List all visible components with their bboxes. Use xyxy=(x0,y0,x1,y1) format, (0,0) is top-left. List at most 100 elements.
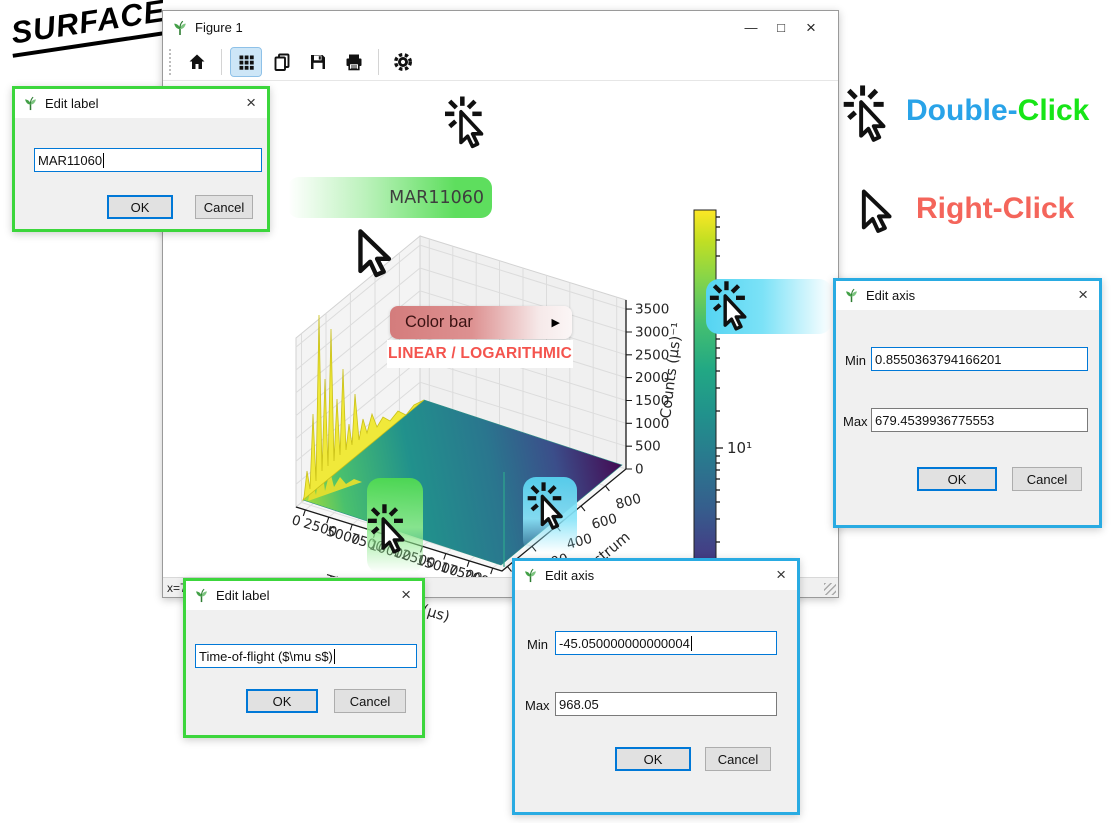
home-icon xyxy=(189,54,205,69)
z-tick-labels: 0 500 1000 1500 2000 2500 3000 3500 xyxy=(635,302,669,478)
edit-axis-spectrum-dialog[interactable]: Edit axis × Min -45.050000000000004 Max … xyxy=(512,558,800,815)
subplots-grid-button[interactable] xyxy=(230,47,262,77)
resize-grip[interactable] xyxy=(824,583,836,595)
max-input-value: 968.05 xyxy=(559,696,599,712)
dialog-title: Edit label xyxy=(45,96,99,111)
xlabel-highlight xyxy=(367,478,423,573)
save-icon xyxy=(311,55,325,69)
context-menu-colorbar[interactable]: Color bar ▶ xyxy=(390,306,572,339)
colorbar[interactable]: 10² 10¹ 10⁰ xyxy=(692,208,784,600)
edit-label-xaxis-dialog[interactable]: Edit label × Time-of-flight ($\mu s$) OK… xyxy=(183,578,425,738)
customize-button[interactable] xyxy=(388,48,418,76)
double-click-legend-label: Double-Click xyxy=(906,94,1089,128)
toolbar-separator xyxy=(378,49,379,75)
colorbar-ticks xyxy=(716,216,723,586)
save-button[interactable] xyxy=(303,48,333,76)
colorbar-tick-labels: 10² 10¹ 10⁰ xyxy=(727,308,752,588)
min-input-value: 0.8550363794166201 xyxy=(875,351,1002,367)
cancel-button[interactable]: Cancel xyxy=(334,689,406,713)
cancel-button[interactable]: Cancel xyxy=(1012,467,1082,491)
double-click-cursor-colorbar xyxy=(706,280,752,336)
text-caret xyxy=(103,152,105,168)
context-menu-hint-label: LINEAR / LOGARITHMIC xyxy=(388,345,572,362)
label-input-value: Time-of-flight ($\mu s$) xyxy=(199,648,333,664)
max-label: Max xyxy=(843,414,868,429)
dialog-titlebar[interactable]: Edit axis × xyxy=(515,561,797,590)
z-tick-label: 0 xyxy=(635,462,644,478)
right-click-legend-label: Right-Click xyxy=(916,192,1075,225)
min-label: Min xyxy=(527,637,548,652)
text-caret xyxy=(333,648,335,664)
cancel-button[interactable]: Cancel xyxy=(195,195,253,219)
dialog-titlebar[interactable]: Edit label × xyxy=(15,89,267,118)
x-tick-label: 0 xyxy=(290,512,303,530)
figure-toolbar xyxy=(163,44,838,81)
close-icon[interactable]: × xyxy=(1078,285,1088,304)
grid-icon xyxy=(239,55,254,70)
max-input-value: 679.4539936775553 xyxy=(875,412,995,428)
print-button[interactable] xyxy=(339,48,369,76)
context-menu-label: Color bar xyxy=(405,313,473,331)
plot-title[interactable]: MAR11060 xyxy=(389,187,484,208)
home-button[interactable] xyxy=(182,48,212,76)
y-tick-label: 600 xyxy=(590,511,619,533)
min-input[interactable]: -45.050000000000004 xyxy=(555,631,777,655)
figure-titlebar[interactable]: Figure 1 — □ × xyxy=(163,11,838,44)
max-label: Max xyxy=(525,698,550,713)
submenu-arrow-icon: ▶ xyxy=(551,317,560,329)
dialog-title: Edit label xyxy=(216,588,270,603)
minimize-button[interactable]: — xyxy=(744,20,758,35)
edit-label-title-dialog[interactable]: Edit label × MAR11060 OK Cancel xyxy=(12,86,270,232)
right-click-cursor-menu xyxy=(354,228,396,280)
y-tick-label: 800 xyxy=(614,491,643,513)
z-tick-label: 500 xyxy=(635,439,661,455)
text-caret xyxy=(690,635,692,651)
label-input[interactable]: MAR11060 xyxy=(34,148,262,172)
colorbar-gradient[interactable] xyxy=(693,209,717,591)
z-tick-label: 2000 xyxy=(635,370,669,386)
double-click-cursor-title xyxy=(441,95,489,154)
toolbar-separator xyxy=(221,49,222,75)
slide-heading: SURFACE xyxy=(6,0,173,58)
cancel-button[interactable]: Cancel xyxy=(705,747,771,771)
context-menu-hint: LINEAR / LOGARITHMIC xyxy=(387,340,573,368)
dialog-titlebar[interactable]: Edit label × xyxy=(186,581,422,610)
dialog-titlebar[interactable]: Edit axis × xyxy=(836,281,1099,310)
ok-button[interactable]: OK xyxy=(107,195,173,219)
close-icon[interactable]: × xyxy=(246,93,256,112)
matplotlib-icon xyxy=(194,588,209,603)
double-click-cursor-spectrum xyxy=(524,481,568,535)
ok-button[interactable]: OK xyxy=(615,747,691,771)
dialog-title: Edit axis xyxy=(866,288,916,303)
ok-button[interactable]: OK xyxy=(917,467,997,491)
print-icon xyxy=(346,54,362,71)
figure-title: Figure 1 xyxy=(195,20,243,35)
gear-icon xyxy=(393,52,413,72)
double-click-cursor-xlabel xyxy=(364,503,410,559)
label-input[interactable]: Time-of-flight ($\mu s$) xyxy=(195,644,417,668)
right-click-legend-icon xyxy=(858,188,896,236)
edit-axis-colorbar-dialog[interactable]: Edit axis × Min 0.8550363794166201 Max 6… xyxy=(833,278,1102,528)
copy-button[interactable] xyxy=(267,48,297,76)
cursor-coordinates: x=7 xyxy=(167,580,187,595)
dialog-title: Edit axis xyxy=(545,568,595,583)
close-icon[interactable]: × xyxy=(776,565,786,584)
maximize-button[interactable]: □ xyxy=(777,20,785,35)
max-input[interactable]: 679.4539936775553 xyxy=(871,408,1088,432)
colorbar-tick-label: 10¹ xyxy=(727,439,752,457)
max-input[interactable]: 968.05 xyxy=(555,692,777,716)
label-input-value: MAR11060 xyxy=(38,152,103,168)
copy-icon xyxy=(274,53,290,71)
toolbar-drag-handle[interactable] xyxy=(169,49,174,75)
double-click-legend-icon xyxy=(839,84,892,148)
close-icon[interactable]: × xyxy=(401,585,411,604)
matplotlib-icon xyxy=(172,20,188,36)
matplotlib-icon xyxy=(523,568,538,583)
matplotlib-icon xyxy=(23,96,38,111)
ok-button[interactable]: OK xyxy=(246,689,318,713)
min-input-value: -45.050000000000004 xyxy=(559,635,690,651)
min-input[interactable]: 0.8550363794166201 xyxy=(871,347,1088,371)
double-click-label-primary: Double- xyxy=(906,94,1018,127)
double-click-label-secondary: Click xyxy=(1017,94,1090,127)
close-button[interactable]: × xyxy=(806,17,816,37)
